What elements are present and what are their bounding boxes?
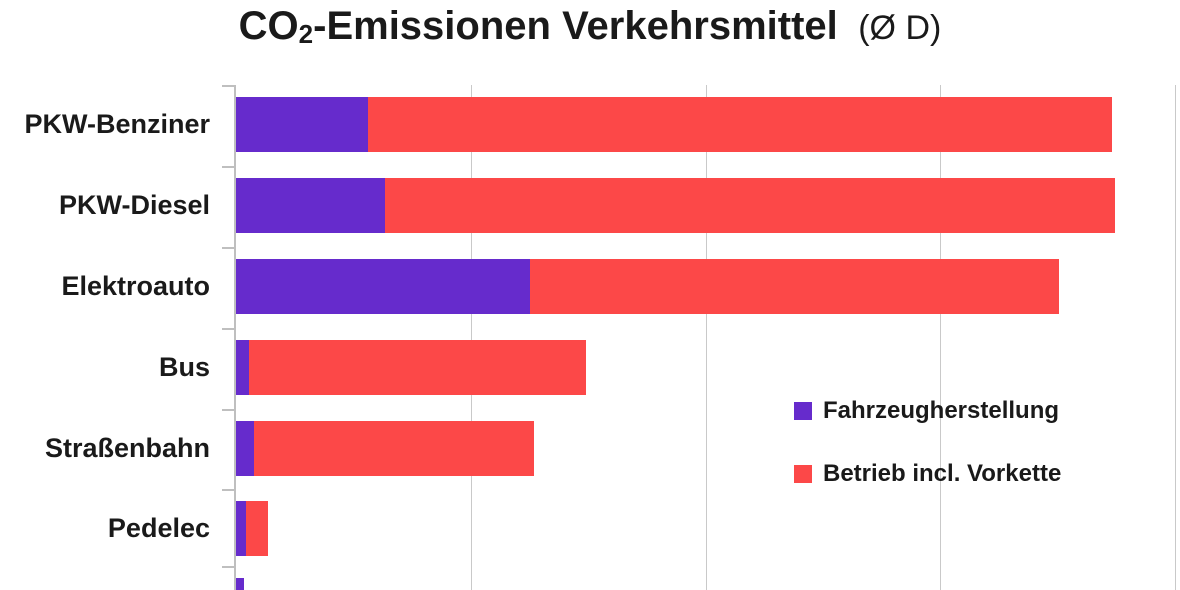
legend-swatch-red	[794, 465, 812, 483]
category-label	[0, 578, 210, 590]
gridline	[1175, 85, 1176, 590]
axis-tick	[222, 566, 234, 568]
axis-tick	[222, 489, 234, 491]
bar-segment-fahrzeugherstellung	[236, 501, 247, 556]
axis-tick	[222, 409, 234, 411]
axis-tick	[222, 328, 234, 330]
category-label: Elektroauto	[61, 271, 210, 301]
category-labels: PKW-Benziner PKW-Diesel Elektroauto Bus Stra…	[0, 0, 210, 590]
bar-segment-fahrzeugherstellung	[236, 97, 369, 152]
bar-segment-fahrzeugherstellung	[236, 578, 244, 590]
gridline	[940, 85, 942, 590]
legend-item-betrieb: Betrieb incl. Vorkette	[794, 460, 1061, 488]
category-label: Bus	[158, 352, 210, 382]
title-suffix: (Ø D)	[858, 9, 942, 47]
bar-row	[236, 421, 1175, 476]
plot-area	[222, 85, 1176, 590]
gridline	[470, 85, 472, 590]
bar-segment-fahrzeugherstellung	[236, 178, 386, 233]
bar-segment-betrieb	[368, 97, 1113, 152]
bar-row	[236, 578, 1175, 590]
bar-row	[236, 340, 1175, 395]
legend-label-betrieb: Betrieb incl. Vorkette	[823, 460, 1062, 487]
bar-segment-fahrzeugherstellung	[236, 421, 254, 476]
bar-segment-fahrzeugherstellung	[236, 340, 250, 395]
axis-tick	[222, 166, 234, 168]
category-label: PKW-Diesel	[59, 190, 210, 220]
bar-row	[236, 178, 1175, 233]
title-co2-prefix: CO	[238, 4, 299, 48]
title-co2-subscript: 2	[298, 19, 314, 49]
category-label: Straßenbahn	[44, 433, 210, 463]
gridline	[705, 85, 707, 590]
bar-segment-betrieb	[529, 259, 1059, 314]
bar-row	[236, 259, 1175, 314]
bar-segment-fahrzeugherstellung	[236, 259, 530, 314]
bar-segment-betrieb	[246, 501, 268, 556]
bar-row	[236, 97, 1175, 152]
legend-swatch-purple	[794, 402, 812, 420]
bar-segment-betrieb	[249, 340, 587, 395]
category-label: PKW-Benziner	[24, 109, 210, 139]
title-rest: -Emissionen Verkehrsmittel	[313, 4, 838, 48]
chart-title: CO2-Emissionen Verkehrsmittel (Ø D)	[0, 4, 1180, 49]
axis-tick	[222, 85, 234, 87]
title-main: CO2-Emissionen Verkehrsmittel	[238, 4, 838, 49]
legend-label-fahrzeugherstellung: Fahrzeugherstellung	[823, 397, 1060, 424]
legend-item-fahrzeugherstellung: Fahrzeugherstellung	[794, 397, 1059, 425]
bar-row	[236, 501, 1175, 556]
axis-tick	[222, 247, 234, 249]
category-label: Pedelec	[107, 513, 210, 543]
bar-segment-betrieb	[253, 421, 534, 476]
bar-segment-betrieb	[385, 178, 1115, 233]
